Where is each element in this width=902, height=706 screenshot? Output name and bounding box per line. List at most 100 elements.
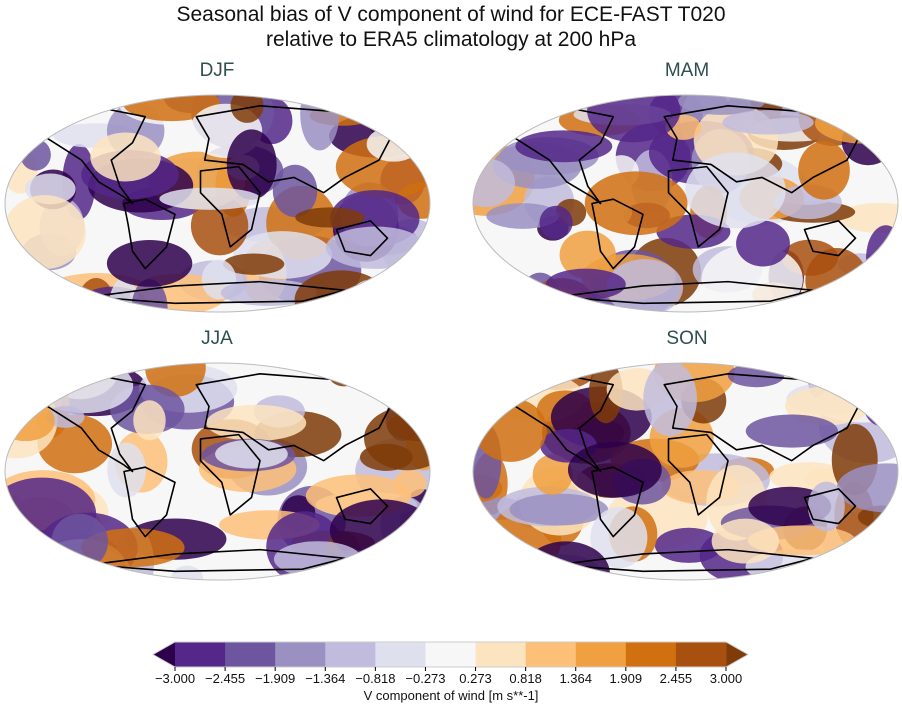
bias-region [509,493,609,526]
bias-region [60,95,115,114]
colorbar-tick-label: 0.273 [459,671,492,686]
colorbar-bin [675,642,727,667]
bias-region [108,277,140,312]
coastline [25,105,147,205]
bias-region [226,129,277,200]
bias-region [838,202,898,233]
colorbar-tick-label: 1.364 [559,671,592,686]
bias-region [473,528,521,570]
bias-region [122,95,220,122]
bias-region [72,363,109,380]
colorbar-bin [325,642,376,667]
bias-region [567,441,662,498]
panel-title-djf: DJF [199,60,235,81]
coastline [123,198,176,270]
map-panel-djf [5,95,430,312]
coastline [199,433,261,516]
bias-region [190,196,249,256]
bias-region [272,164,318,218]
coastline [667,433,729,516]
colorbar-bin [425,642,477,667]
coastline [199,165,261,248]
bias-region [20,139,51,171]
map-panel-mam [473,95,898,312]
coastline [493,373,615,473]
bias-region [76,278,116,312]
colorbar-label: V component of wind [m s**-1] [363,688,539,703]
bias-region [220,279,317,306]
bias-region [861,367,898,427]
colorbar-tick-label: −0.273 [405,671,446,686]
coastline [667,165,729,248]
colorbar-bin [625,642,677,667]
colorbar-tick-label: −3.000 [154,671,196,686]
panel-title-jja: JJA [201,328,233,349]
bias-region [401,375,430,402]
colorbar-under-arrow [153,642,175,667]
bias-region [736,220,790,267]
bias-region [545,268,626,300]
bias-region [521,541,610,580]
coastline [123,466,176,538]
bias-region [643,363,697,437]
bias-region [587,95,681,143]
bias-region [584,171,688,236]
bias-region [473,95,528,134]
bias-region [370,95,430,126]
colorbar-bin [375,642,426,667]
bias-region [327,363,360,387]
bias-region [9,551,95,580]
bias-region [300,95,340,151]
bias-region [295,207,365,228]
bias-region [539,205,573,240]
colorbar-tick-label: −1.909 [255,671,296,686]
map-border [472,94,899,313]
map-panel-jja [5,363,430,580]
bias-region [847,283,898,312]
bias-region [366,126,421,162]
panel-title-mam: MAM [664,60,710,81]
bias-region [851,269,898,303]
bias-region [273,541,362,577]
bias-region [857,95,898,145]
colorbar-bin [575,642,627,667]
bias-region [159,187,261,210]
colorbar-bin [275,642,326,667]
bias-region [325,226,426,269]
bias-region [107,442,146,498]
colorbar-bin [525,642,577,667]
bias-region [5,549,59,580]
colorbar-tick-label: 1.909 [609,671,643,686]
panel-title-son: SON [666,328,708,349]
bias-region [532,454,573,495]
bias-region [5,195,86,270]
map-border [4,94,431,313]
figure-title-line1: Seasonal bias of V component of wind for… [176,3,726,26]
bias-region [798,141,850,200]
figure-title-line2: relative to ERA5 climatology at 200 hPa [265,28,637,51]
coastline [25,373,147,473]
bias-region [711,518,779,564]
bias-region [842,287,898,310]
bias-region [133,400,166,441]
bias-region [5,279,56,312]
bias-region [5,264,33,286]
bias-region [5,97,38,134]
bias-region [590,507,648,569]
coastline [335,488,389,525]
coastline [803,488,857,525]
colorbar-over-arrow [726,642,748,667]
coastline [493,105,615,205]
bias-region [145,363,206,397]
bias-region [473,518,503,558]
bias-region [206,404,307,442]
bias-region [473,534,515,580]
colorbar-tick-label: 2.455 [659,671,693,686]
bias-region [745,414,838,448]
bias-region [473,158,515,208]
bias-region [215,439,288,469]
colorbar-tick-label: −0.818 [355,671,396,686]
bias-region [90,132,161,182]
